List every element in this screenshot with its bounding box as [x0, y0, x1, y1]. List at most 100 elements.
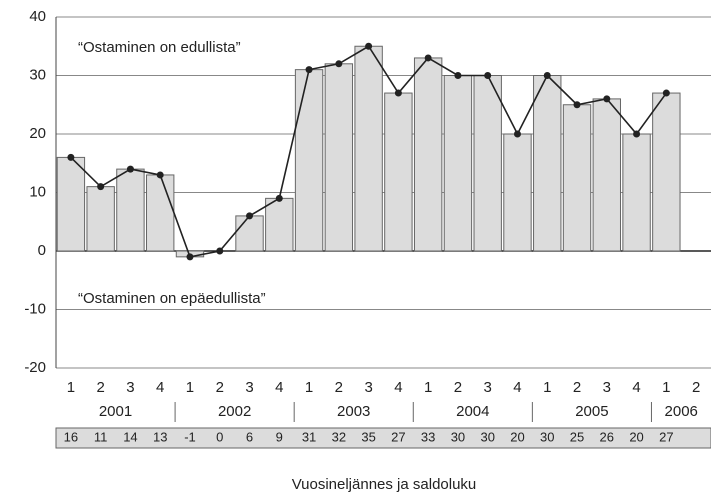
table-value: 26	[600, 429, 614, 444]
bar	[562, 104, 592, 252]
x-tick-label: 3	[603, 379, 611, 396]
table-value: 14	[123, 429, 137, 444]
y-tick-label: 20	[29, 125, 46, 142]
bar	[503, 133, 532, 252]
x-tick-label: 3	[484, 379, 492, 396]
table-value: 20	[510, 429, 524, 444]
point	[573, 101, 581, 109]
point	[662, 89, 670, 97]
bar	[473, 75, 502, 252]
x-tick-label: 4	[632, 379, 640, 396]
annotation: “Ostaminen on edullista”	[78, 39, 241, 56]
bar	[146, 174, 175, 252]
year-label: 2002	[218, 403, 251, 420]
table-value: 0	[216, 429, 223, 444]
x-tick-label: 3	[364, 379, 372, 396]
bar	[533, 75, 562, 252]
point	[543, 72, 551, 79]
point	[246, 212, 254, 220]
x-tick-label: 4	[156, 379, 164, 396]
point	[156, 171, 164, 179]
x-tick-label: 1	[67, 379, 75, 396]
table-value: 33	[421, 429, 435, 444]
point	[603, 95, 611, 103]
bar	[116, 168, 145, 252]
y-tick-label: 30	[29, 66, 46, 83]
x-tick-label: 1	[543, 379, 551, 396]
table-value: 6	[246, 429, 253, 444]
bar	[384, 92, 413, 252]
x-tick-label: 3	[245, 379, 253, 396]
point	[633, 130, 641, 138]
x-tick-label: 2	[454, 379, 462, 396]
table-value: 31	[302, 429, 316, 444]
x-tick-label: 1	[186, 379, 194, 396]
x-tick-label: 4	[394, 379, 402, 396]
point	[513, 130, 521, 138]
x-axis-label: Vuosineljännes ja saldoluku	[292, 476, 477, 493]
point	[67, 153, 75, 161]
y-tick-label: 10	[29, 183, 46, 200]
x-tick-label: 2	[573, 379, 581, 396]
table-value: 25	[570, 429, 584, 444]
point	[484, 72, 492, 79]
point	[394, 89, 402, 97]
bar	[354, 45, 383, 252]
table-value: 30	[480, 429, 494, 444]
year-label: 2004	[456, 403, 489, 420]
table-value: 35	[361, 429, 375, 444]
point	[97, 183, 105, 191]
point	[335, 60, 343, 68]
y-tick-label: -20	[24, 359, 46, 376]
bar	[652, 92, 681, 252]
x-tick-label: 2	[96, 379, 104, 396]
point	[424, 54, 432, 62]
x-tick-label: 2	[335, 379, 343, 396]
point	[126, 165, 134, 173]
year-label: 2005	[575, 403, 608, 420]
bar	[294, 69, 324, 252]
table-value: 20	[629, 429, 643, 444]
table-row-bg	[55, 427, 711, 449]
table-value: 13	[153, 429, 167, 444]
x-tick-label: 2	[216, 379, 224, 396]
x-tick-label: 4	[275, 379, 283, 396]
bar	[622, 133, 651, 252]
table-value: 16	[64, 429, 78, 444]
year-label: 2001	[99, 403, 132, 420]
point	[305, 66, 313, 74]
x-tick-label: 1	[662, 379, 670, 396]
x-tick-label: 3	[126, 379, 134, 396]
table-value: -1	[184, 429, 196, 444]
year-label: 2006	[665, 403, 698, 420]
table-value: 30	[540, 429, 554, 444]
table-value: 27	[659, 429, 673, 444]
point	[216, 247, 224, 255]
y-tick-label: -10	[24, 300, 46, 317]
table-value: 32	[332, 429, 346, 444]
bar	[265, 197, 294, 252]
x-tick-label: 1	[424, 379, 432, 396]
bar	[443, 75, 473, 252]
annotation: “Ostaminen on epäedullista”	[78, 290, 266, 307]
bar	[235, 215, 264, 252]
bar	[56, 156, 86, 252]
point	[275, 194, 283, 202]
y-tick-label: 40	[29, 8, 46, 25]
table-value: 11	[94, 429, 108, 444]
bar	[592, 98, 621, 252]
table-value: 30	[451, 429, 465, 444]
table-value: 27	[391, 429, 405, 444]
point	[454, 72, 462, 79]
bar	[86, 186, 115, 252]
x-tick-label: 1	[305, 379, 313, 396]
point	[365, 42, 373, 50]
bar	[413, 57, 443, 252]
year-label: 2003	[337, 403, 370, 420]
point	[186, 253, 194, 261]
x-tick-label: 2	[692, 379, 700, 396]
table-value: 9	[276, 429, 283, 444]
y-tick-label: 0	[38, 242, 46, 259]
